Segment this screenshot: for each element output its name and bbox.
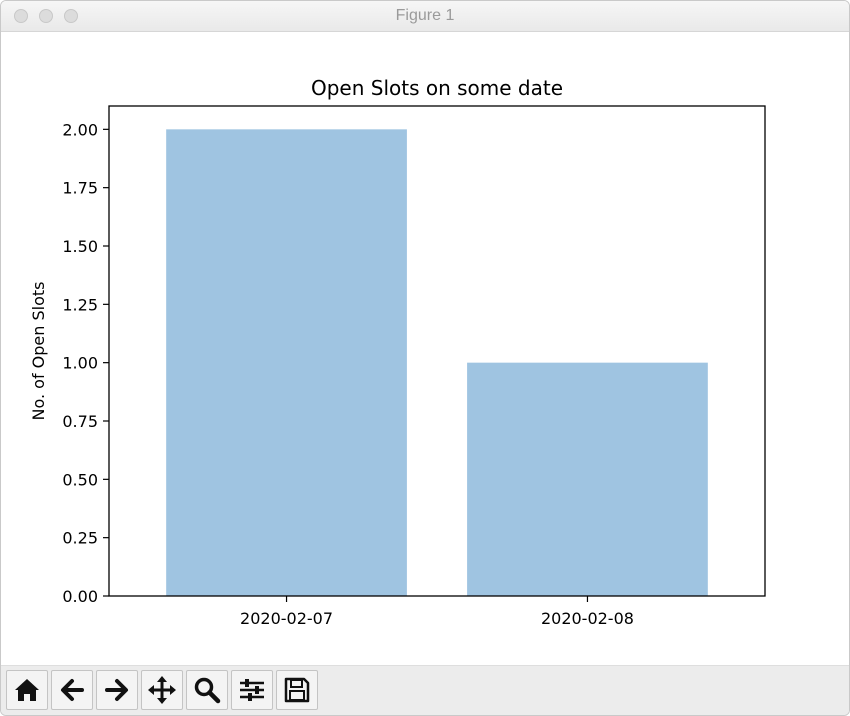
y-tick-label: 1.00 <box>62 354 98 373</box>
y-tick-label: 0.75 <box>62 412 98 431</box>
magnifier-icon <box>194 677 221 704</box>
y-tick-label: 1.50 <box>62 237 98 256</box>
navigation-toolbar <box>1 665 849 715</box>
y-axis: 0.00 0.25 0.50 0.75 1.00 1.25 1.50 1.75 2.00 <box>62 120 109 606</box>
zoom-window-button[interactable] <box>64 9 78 23</box>
arrow-left-icon <box>61 679 84 701</box>
chart-title: Open Slots on some date <box>311 76 563 100</box>
back-button[interactable] <box>51 670 93 710</box>
bar-series <box>166 129 708 596</box>
zoom-button[interactable] <box>186 670 228 710</box>
y-tick-label: 0.00 <box>62 587 98 606</box>
home-icon <box>15 679 39 701</box>
arrow-right-icon <box>105 679 128 701</box>
y-tick-label: 1.75 <box>62 179 98 198</box>
y-axis-label: No. of Open Slots <box>29 282 48 421</box>
move-icon <box>148 676 176 704</box>
x-tick-label: 2020-02-07 <box>240 609 333 628</box>
y-tick-label: 2.00 <box>62 120 98 139</box>
floppy-disk-icon <box>284 677 310 703</box>
x-axis: 2020-02-07 2020-02-08 <box>240 596 634 628</box>
close-window-button[interactable] <box>14 9 28 23</box>
home-button[interactable] <box>6 670 48 710</box>
forward-button[interactable] <box>96 670 138 710</box>
plot-frame <box>108 105 766 597</box>
title-bar: Figure 1 <box>1 1 849 32</box>
figure-canvas: Open Slots on some date No. of Open Slot… <box>1 32 849 665</box>
bar-chart: Open Slots on some date No. of Open Slot… <box>29 76 766 628</box>
x-tick-label: 2020-02-08 <box>541 609 634 628</box>
y-tick-label: 0.25 <box>62 529 98 548</box>
save-button[interactable] <box>276 670 318 710</box>
sliders-icon <box>240 679 264 701</box>
configure-subplots-button[interactable] <box>231 670 273 710</box>
bar-2020-02-08 <box>467 362 708 596</box>
bar-2020-02-07 <box>166 129 407 596</box>
y-tick-label: 0.50 <box>62 470 98 489</box>
window-title: Figure 1 <box>395 7 455 24</box>
pan-button[interactable] <box>141 670 183 710</box>
y-tick-label: 1.25 <box>62 295 98 314</box>
minimize-window-button[interactable] <box>39 9 53 23</box>
